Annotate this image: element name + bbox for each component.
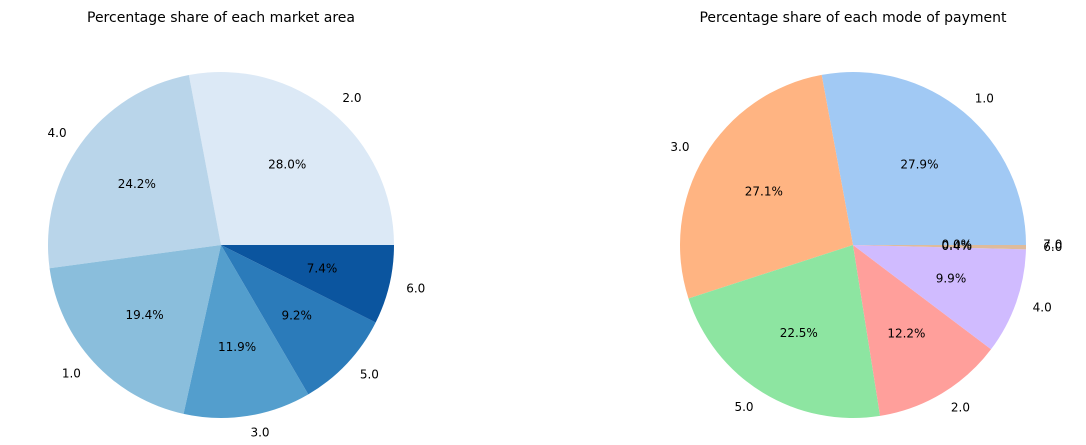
market-area-percent-label: 7.4%: [307, 261, 338, 275]
market-area-category-label: 3.0: [250, 426, 269, 440]
market-area-category-label: 5.0: [360, 368, 379, 382]
market-area-percent-label: 28.0%: [268, 158, 306, 172]
payment-mode-percent-label: 27.9%: [900, 158, 938, 172]
payment-mode-category-label: 3.0: [670, 140, 689, 154]
market-area-category-label: 4.0: [48, 126, 67, 140]
payment-mode-slice-5.0: [688, 245, 881, 418]
market-area-category-label: 2.0: [342, 91, 361, 105]
payment-mode-percent-label: 0.0%: [942, 238, 973, 252]
market-area-percent-label: 19.4%: [126, 308, 164, 322]
market-area-slice-6.0: [221, 245, 394, 323]
payment-mode-slice-4.0: [853, 245, 1026, 350]
market-area-category-label: 6.0: [406, 281, 425, 295]
payment-mode-percent-label: 9.9%: [936, 272, 967, 286]
payment-mode-slice-1.0: [821, 71, 1026, 245]
market-area-slice-5.0: [221, 245, 376, 395]
market-area-pie-chart: 2.0 28.0% 4.0 24.2% 1.0 19.4% 3.0 11.9% 5.0 9.2% 6…: [48, 10, 426, 440]
payment-mode-category-label: 5.0: [734, 400, 753, 414]
market-area-percent-label: 11.9%: [218, 340, 256, 354]
payment-mode-percent-label: 0.4%: [942, 239, 973, 253]
market-area-percent-label: 24.2%: [118, 177, 156, 191]
payment-mode-category-label: 7.0: [1043, 238, 1062, 252]
payment-mode-category-label: 1.0: [975, 91, 994, 105]
payment-mode-percent-label: 12.2%: [887, 327, 925, 341]
market-area-slice-3.0: [183, 245, 309, 419]
payment-mode-chart-title: Percentage share of each mode of payment: [699, 10, 1007, 26]
market-area-slice-4.0: [47, 75, 221, 269]
payment-mode-slice-2.0: [853, 245, 992, 416]
market-area-slice-1.0: [49, 245, 221, 414]
payment-mode-category-label: 2.0: [951, 401, 970, 415]
market-area-slice-2.0: [188, 72, 394, 245]
market-area-percent-label: 9.2%: [281, 309, 312, 323]
payment-mode-category-label: 4.0: [1033, 300, 1052, 314]
payment-mode-pie-chart: 1.0 27.9% 3.0 27.1% 5.0 22.5% 2.0 12.2% 4.0 9.9% 6…: [670, 10, 1062, 418]
payment-mode-category-label: 6.0: [1043, 240, 1062, 254]
market-area-category-label: 1.0: [62, 366, 81, 380]
payment-mode-slice-6.0: [853, 245, 1027, 250]
payment-mode-slice-3.0: [680, 74, 853, 299]
payment-mode-percent-label: 22.5%: [780, 326, 818, 340]
payment-mode-percent-label: 27.1%: [745, 184, 783, 198]
market-area-chart-title: Percentage share of each market area: [87, 10, 355, 26]
